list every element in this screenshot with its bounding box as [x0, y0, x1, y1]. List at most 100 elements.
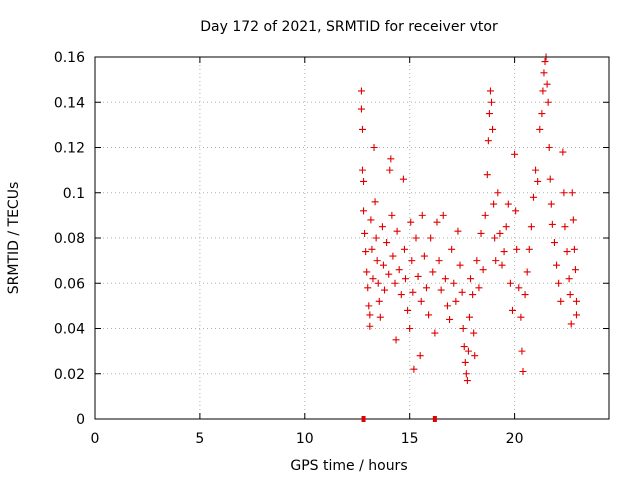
data-point: [458, 288, 466, 296]
data-point: [389, 252, 397, 260]
data-point: [473, 257, 481, 265]
data-point: [515, 284, 523, 292]
y-tick-label: 0.1: [63, 186, 85, 202]
data-point: [391, 279, 399, 287]
data-point: [532, 166, 540, 174]
data-point: [486, 87, 494, 95]
data-point: [420, 252, 428, 260]
x-axis-markers: [361, 416, 437, 422]
data-point: [381, 286, 389, 294]
data-point: [470, 329, 478, 337]
data-point: [512, 207, 520, 215]
y-tick-label: 0.06: [54, 276, 85, 292]
data-point: [523, 268, 531, 276]
y-tick-label: 0.04: [54, 322, 85, 338]
data-point: [386, 166, 394, 174]
data-point: [539, 87, 547, 95]
data-point: [538, 110, 546, 118]
data-point: [374, 279, 382, 287]
data-point: [387, 155, 395, 163]
data-point: [376, 313, 384, 321]
data-point: [570, 245, 578, 253]
y-tick-label: 0.08: [54, 231, 85, 247]
data-point: [508, 306, 516, 314]
data-point: [400, 245, 408, 253]
data-point: [379, 261, 387, 269]
data-point: [373, 257, 381, 265]
data-point: [496, 229, 504, 237]
data-point: [410, 365, 418, 373]
data-point: [431, 329, 439, 337]
data-point: [506, 279, 514, 287]
data-point: [550, 239, 558, 247]
data-point: [547, 200, 555, 208]
data-point: [488, 98, 496, 106]
data-point: [463, 377, 471, 385]
data-point: [371, 198, 379, 206]
data-point: [571, 266, 579, 274]
data-point: [417, 297, 425, 305]
x-tick-label: 10: [296, 431, 314, 447]
data-point: [450, 279, 458, 287]
data-point: [519, 367, 527, 375]
data-point: [401, 275, 409, 283]
data-point: [475, 284, 483, 292]
data-point: [479, 266, 487, 274]
data-point: [362, 248, 370, 256]
x-tick-label: 20: [506, 431, 524, 447]
data-point: [406, 325, 414, 332]
chart-title: Day 172 of 2021, SRMTID for receiver vto…: [200, 19, 498, 35]
data-point: [465, 313, 473, 321]
data-point: [567, 320, 575, 328]
data-point: [363, 268, 371, 276]
data-point: [462, 370, 470, 378]
data-point: [502, 223, 510, 231]
data-point: [517, 313, 525, 321]
data-point: [484, 137, 492, 145]
data-point: [464, 347, 472, 355]
data-point: [521, 291, 529, 299]
x-axis-title: GPS time / hours: [290, 458, 407, 474]
data-point: [378, 223, 386, 231]
data-point: [572, 297, 580, 305]
data-point: [358, 125, 366, 133]
data-point: [368, 245, 376, 253]
data-point: [560, 189, 568, 197]
data-point: [536, 125, 544, 133]
x-tick-label: 5: [195, 431, 204, 447]
data-point: [529, 193, 537, 201]
data-point: [360, 207, 368, 215]
y-tick-label: 0: [76, 412, 85, 428]
data-point: [404, 306, 412, 314]
data-point: [498, 261, 506, 269]
data-point: [443, 302, 451, 310]
data-point: [527, 223, 535, 231]
data-point: [408, 257, 416, 265]
data-point: [367, 216, 375, 224]
data-point: [372, 234, 380, 242]
data-point: [483, 171, 491, 179]
data-point: [563, 248, 571, 256]
data-point: [518, 347, 526, 355]
data-point: [456, 261, 464, 269]
data-point: [409, 288, 417, 296]
data-point: [494, 189, 502, 197]
data-point: [555, 279, 563, 287]
data-point: [481, 211, 489, 219]
data-point: [412, 234, 420, 242]
data-point: [429, 268, 437, 276]
data-point: [375, 297, 383, 305]
data-point: [364, 284, 372, 292]
data-point: [422, 284, 430, 292]
data-points: [357, 53, 580, 385]
data-point: [446, 315, 454, 323]
data-point: [569, 216, 577, 224]
data-point: [360, 177, 368, 185]
data-point: [469, 291, 477, 299]
data-point: [544, 98, 552, 106]
data-point: [477, 229, 485, 237]
data-point: [366, 322, 374, 330]
data-point: [399, 175, 407, 183]
data-point: [541, 58, 549, 66]
data-point: [416, 352, 424, 360]
